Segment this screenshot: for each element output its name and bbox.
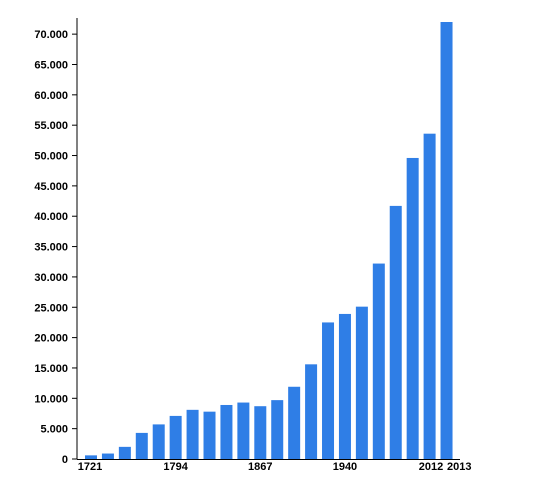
y-tick-label: 25.000 — [34, 302, 68, 314]
bar — [237, 402, 250, 459]
y-tick-label: 35.000 — [34, 242, 68, 254]
x-tick-label: 2012 — [419, 461, 443, 473]
y-tick-label: 70.000 — [34, 29, 68, 41]
x-tick-label: 2013 — [447, 461, 471, 473]
bar — [101, 453, 114, 459]
bar — [305, 364, 318, 459]
bar — [220, 404, 233, 459]
bar — [423, 133, 436, 459]
x-tick-label: 1794 — [163, 461, 188, 473]
y-tick-label: 65.000 — [34, 59, 68, 71]
y-tick-label: 5.000 — [40, 424, 68, 436]
bar — [254, 406, 267, 459]
y-tick-label: 40.000 — [34, 211, 68, 223]
bar — [118, 446, 131, 459]
bar — [338, 313, 351, 459]
y-tick-label: 55.000 — [34, 120, 68, 132]
y-tick-label: 15.000 — [34, 363, 68, 375]
bar — [135, 432, 148, 459]
bar — [271, 400, 284, 459]
y-tick-label: 60.000 — [34, 90, 68, 102]
y-tick-label: 0 — [62, 454, 68, 466]
bar — [152, 424, 165, 459]
bar — [186, 409, 199, 459]
y-tick-label: 10.000 — [34, 393, 68, 405]
bar — [169, 415, 182, 459]
y-tick-label: 30.000 — [34, 272, 68, 284]
bar — [355, 306, 368, 459]
y-axis: 0 5.000 10.000 15.000 20.000 25.000 30.000 35.0… — [34, 18, 78, 466]
bar — [406, 157, 419, 459]
x-tick-label: 1721 — [78, 461, 102, 473]
bar — [288, 386, 301, 459]
x-tick-label: 1940 — [333, 461, 357, 473]
bar-series — [85, 22, 453, 459]
y-tick-label: 45.000 — [34, 181, 68, 193]
bar — [85, 455, 97, 459]
bar — [389, 205, 402, 459]
x-tick-label: 1867 — [248, 461, 272, 473]
bar — [372, 263, 385, 459]
x-axis: 1721 1794 1867 1940 2012 2013 — [77, 459, 471, 473]
y-tick-label: 50.000 — [34, 151, 68, 163]
y-tick-label: 20.000 — [34, 333, 68, 345]
bar — [203, 411, 216, 459]
bar — [322, 322, 335, 459]
bar — [440, 22, 453, 459]
